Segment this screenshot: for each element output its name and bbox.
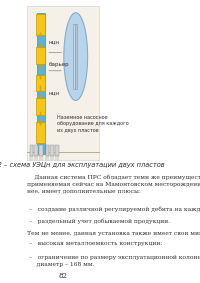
- Bar: [40, 112, 41, 116]
- Bar: [40, 65, 41, 69]
- Bar: [40, 33, 41, 37]
- Bar: [39, 145, 43, 156]
- Bar: [40, 95, 41, 99]
- Text: –   создание различной регулируемой дебита на каждый пласт;: – создание различной регулируемой дебита…: [29, 207, 200, 212]
- Text: Данная система ПРС обладает теми же преимуществами, что и
применяемая сейчас на : Данная система ПРС обладает теми же преи…: [27, 174, 200, 194]
- Text: Тем не менее, данная установка также имеет свои минусы:: Тем не менее, данная установка также име…: [27, 231, 200, 236]
- Bar: [40, 44, 41, 48]
- Bar: [36, 98, 45, 115]
- Bar: [75, 24, 77, 89]
- Text: Наземное насосное
оборудование для каждого
из двух пластов: Наземное насосное оборудование для каждо…: [57, 115, 128, 133]
- Bar: [36, 14, 45, 35]
- Text: барьер: барьер: [49, 62, 69, 67]
- Bar: [30, 145, 33, 156]
- Text: –   высокая металлоемкость конструкции;: – высокая металлоемкость конструкции;: [29, 241, 162, 246]
- Bar: [36, 75, 45, 91]
- Bar: [36, 122, 45, 143]
- Circle shape: [64, 13, 88, 100]
- Bar: [40, 86, 41, 91]
- Bar: [37, 13, 45, 154]
- Bar: [34, 145, 38, 156]
- Text: 82: 82: [58, 272, 67, 280]
- Text: –   раздельный учет добываемой продукции.: – раздельный учет добываемой продукции.: [29, 218, 170, 224]
- Bar: [73, 24, 75, 89]
- Bar: [40, 75, 41, 79]
- Text: Рисунок 3.2 – схема УЭЦн для эксплуатации двух пластов: Рисунок 3.2 – схема УЭЦн для эксплуатаци…: [0, 162, 164, 168]
- Bar: [40, 120, 41, 125]
- Bar: [46, 145, 49, 156]
- Text: нцн: нцн: [49, 90, 60, 95]
- FancyBboxPatch shape: [27, 6, 99, 160]
- Bar: [55, 145, 59, 156]
- Bar: [36, 47, 45, 64]
- Text: –   ограничение по размеру эксплуатационной колонны, минимальный
    диаметр – 1: – ограничение по размеру эксплуатационно…: [29, 255, 200, 267]
- Text: нцн: нцн: [49, 39, 60, 44]
- Bar: [50, 145, 54, 156]
